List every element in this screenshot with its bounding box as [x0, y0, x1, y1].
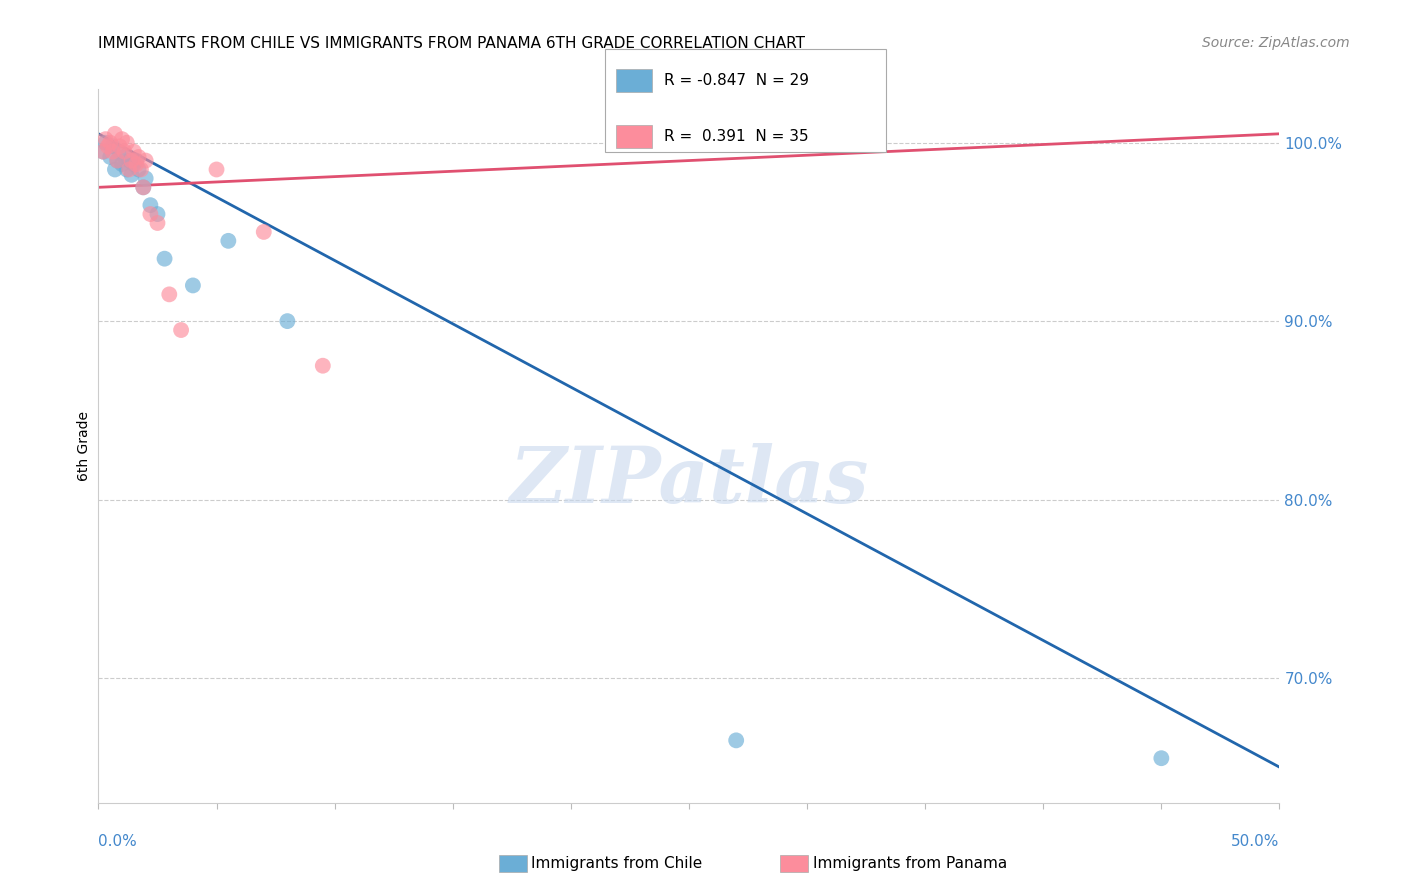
Point [129, 162, 152, 177]
Text: Source: ZipAtlas.com: Source: ZipAtlas.com [1202, 36, 1350, 50]
Point [125, 153, 148, 168]
Point [94, 136, 117, 150]
Point [105, 153, 128, 168]
Point [135, 171, 157, 186]
Point [101, 139, 124, 153]
Point [153, 252, 176, 266]
Point [91, 145, 114, 159]
Point [115, 136, 138, 150]
Point [111, 132, 134, 146]
Point [725, 733, 748, 747]
Point [312, 359, 335, 373]
Point [139, 198, 162, 212]
Point [111, 157, 134, 171]
Point [276, 314, 298, 328]
Point [108, 145, 131, 159]
Point [253, 225, 276, 239]
Point [157, 287, 180, 301]
Point [139, 207, 162, 221]
Text: ZIPatlas: ZIPatlas [509, 443, 869, 520]
Point [112, 145, 135, 159]
Point [181, 278, 204, 293]
Point [217, 234, 239, 248]
Point [146, 216, 169, 230]
Point [121, 168, 143, 182]
Point [128, 162, 150, 177]
Point [122, 157, 145, 171]
Text: 0.0%: 0.0% [98, 834, 138, 849]
Text: R = -0.847  N = 29: R = -0.847 N = 29 [664, 73, 808, 87]
Point [1150, 751, 1173, 765]
Point [205, 162, 228, 177]
Point [135, 153, 157, 168]
Point [115, 162, 138, 177]
Point [98, 150, 121, 164]
Point [128, 150, 150, 164]
Point [104, 162, 127, 177]
Point [132, 180, 155, 194]
Text: 50.0%: 50.0% [1232, 834, 1279, 849]
Point [98, 136, 121, 150]
Text: Immigrants from Chile: Immigrants from Chile [531, 856, 703, 871]
Y-axis label: 6th Grade: 6th Grade [77, 411, 91, 481]
Point [105, 153, 128, 168]
Text: IMMIGRANTS FROM CHILE VS IMMIGRANTS FROM PANAMA 6TH GRADE CORRELATION CHART: IMMIGRANTS FROM CHILE VS IMMIGRANTS FROM… [98, 36, 806, 51]
Point [91, 145, 114, 159]
Point [132, 180, 155, 194]
Text: Immigrants from Panama: Immigrants from Panama [813, 856, 1007, 871]
Point [101, 145, 124, 159]
Point [108, 139, 131, 153]
Point [94, 132, 117, 146]
Point [125, 157, 148, 171]
Point [121, 153, 143, 168]
Point [122, 145, 145, 159]
Point [146, 207, 169, 221]
Point [112, 150, 135, 164]
Point [97, 139, 120, 153]
Point [118, 162, 141, 177]
Point [118, 153, 141, 168]
Point [104, 127, 127, 141]
Text: R =  0.391  N = 35: R = 0.391 N = 35 [664, 129, 808, 144]
Point [170, 323, 193, 337]
